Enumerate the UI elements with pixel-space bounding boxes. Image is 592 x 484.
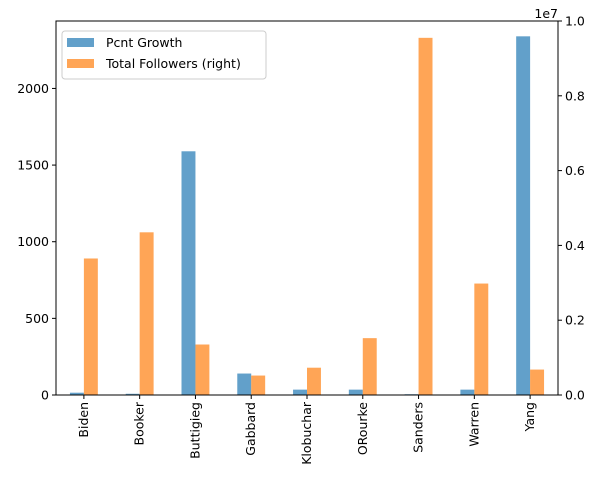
bar-total-followers-sanders [418,37,433,395]
right-axis: 0.0 0.2 0.4 0.6 0.8 1.0 [558,14,585,403]
legend-swatch-total-followers [67,59,94,68]
legend-label-total-followers: Total Followers (right) [105,56,241,71]
right-tick-label: 0.4 [565,238,585,253]
bar-total-followers-biden [83,258,98,395]
legend: Pcnt Growth Total Followers (right) [61,30,267,80]
legend-label-pcnt-growth: Pcnt Growth [106,35,182,50]
x-tick-label-buttigieg: Buttigieg [187,402,202,459]
x-tick-label-warren: Warren [466,402,481,447]
right-tick-label: 0.2 [565,313,585,328]
x-tick-label-klobuchar: Klobuchar [299,401,314,465]
right-tick-label: 0.6 [565,163,585,178]
x-axis: Biden Booker Buttigieg Gabbard Klobuchar ORou… [76,395,537,465]
bar-total-followers-orourke [362,338,377,395]
right-tick-label: 0.0 [565,388,585,403]
bar-total-followers-gabbard [251,375,266,395]
right-tick-label: 1.0 [565,14,585,29]
right-tick-label: 0.8 [565,88,585,103]
bar-pcnt-growth-biden [69,392,84,395]
bar-total-followers-booker [139,232,154,395]
left-tick-label: 1000 [17,234,49,249]
left-tick-label: 1500 [17,158,49,173]
x-tick-label-biden: Biden [76,402,91,438]
left-tick-label: 500 [25,311,49,326]
bar-pcnt-growth-gabbard [237,373,252,395]
bar-pcnt-growth-orourke [348,389,363,395]
bar-total-followers-klobuchar [307,367,321,395]
left-tick-label: 0 [41,388,49,403]
x-tick-label-booker: Booker [132,401,147,445]
legend-box [61,30,267,80]
bar-pcnt-growth-warren [460,389,475,395]
bar-pcnt-growth-buttigieg [181,151,196,395]
x-tick-label-orourke: ORourke [355,402,370,455]
x-tick-label-yang: Yang [522,402,537,432]
bar-pcnt-growth-yang [516,36,531,395]
bar-total-followers-buttigieg [195,344,210,395]
left-tick-label: 2000 [17,81,49,96]
bar-total-followers-yang [530,369,545,395]
x-tick-label-gabbard: Gabbard [243,402,258,456]
right-axis-offset-label: 1e7 [534,6,558,21]
bar-total-followers-warren [474,283,489,395]
legend-swatch-pcnt-growth [67,38,94,47]
x-tick-label-sanders: Sanders [411,402,426,453]
bar-pcnt-growth-booker [125,393,140,395]
bars-layer [69,36,545,395]
left-axis: 0 500 1000 1500 2000 [17,81,56,403]
bar-pcnt-growth-klobuchar [293,389,307,395]
